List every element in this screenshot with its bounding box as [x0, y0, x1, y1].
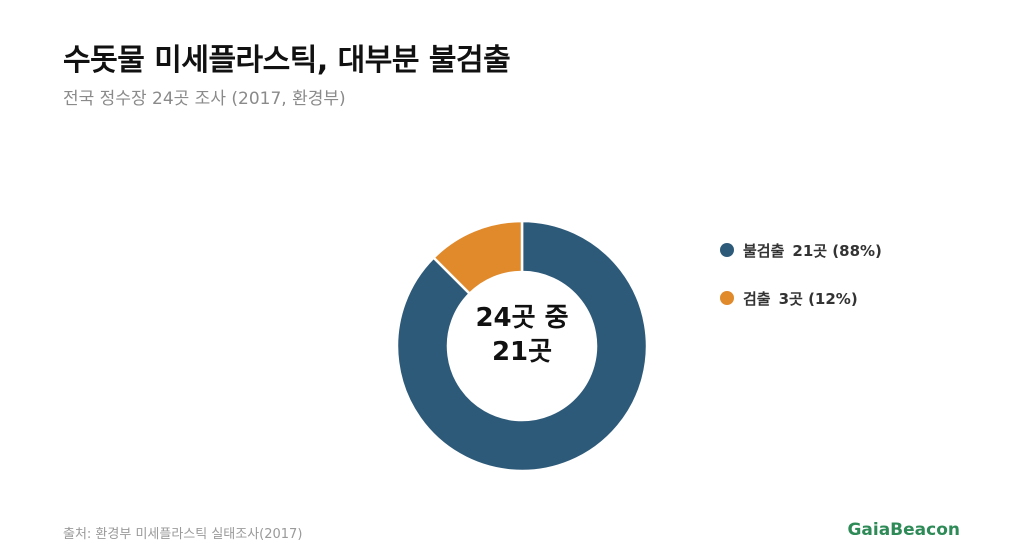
- donut-center-line1: 24곳 중: [475, 303, 569, 333]
- donut-slice-undetected: [395, 219, 649, 473]
- legend-item-detected: 검출 3곳 (12%): [720, 286, 882, 310]
- legend-value-undetected: 21곳 (88%): [792, 241, 882, 260]
- donut-center-line2: 21곳: [491, 337, 553, 367]
- legend: 불검출 21곳 (88%) 검출 3곳 (12%): [720, 238, 882, 334]
- donut-slice-detected: [431, 219, 524, 296]
- brand-logo-text: GaiaBeacon: [847, 520, 960, 540]
- legend-label-undetected: 불검출: [743, 241, 785, 260]
- chart-title: 수돗물 미세플라스틱, 대부분 불검출: [63, 43, 511, 78]
- legend-item-undetected: 불검출 21곳 (88%): [720, 238, 882, 262]
- source-note: 출처: 환경부 미세플라스틱 실태조사(2017): [63, 527, 303, 542]
- legend-label-detected: 검출: [743, 289, 771, 308]
- legend-value-detected: 3곳 (12%): [778, 289, 858, 308]
- chart-subtitle: 전국 정수장 24곳 조사 (2017, 환경부): [63, 89, 346, 109]
- donut-center-label: 24곳 중 21곳: [422, 301, 622, 369]
- legend-dot-undetected: [720, 243, 734, 257]
- legend-dot-detected: [720, 291, 734, 305]
